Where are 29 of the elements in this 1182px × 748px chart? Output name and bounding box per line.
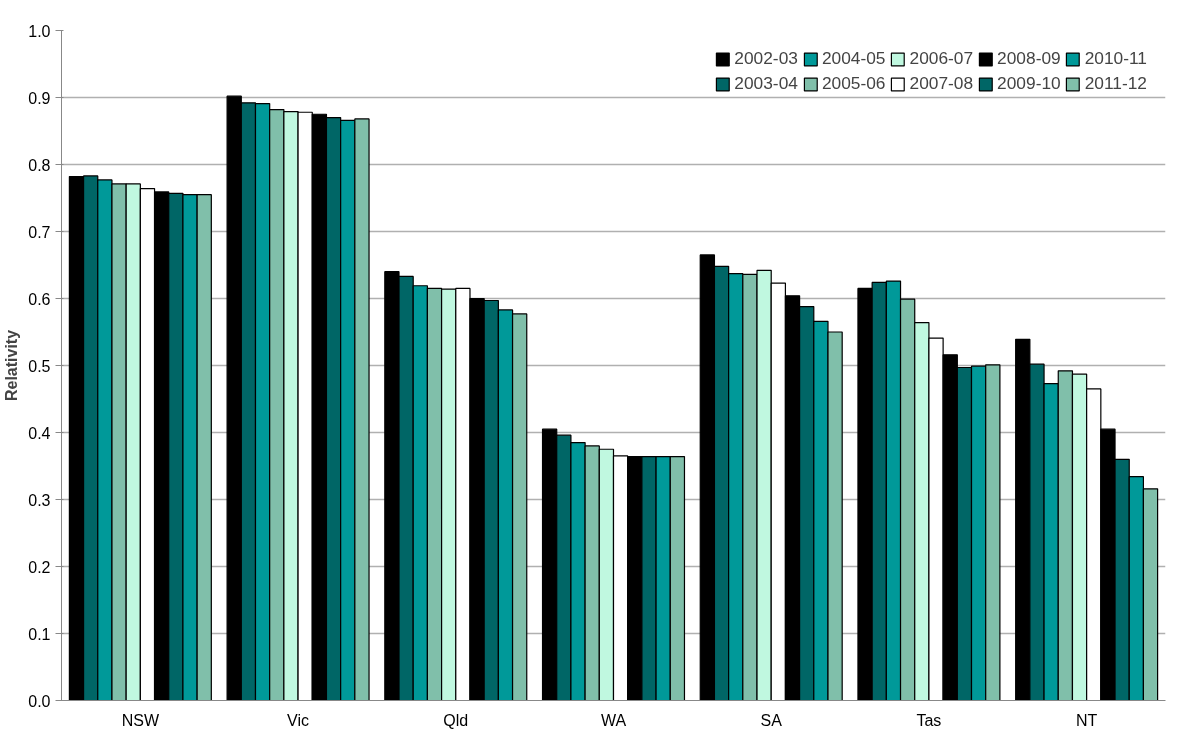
y-tick-label: 0.2: [28, 558, 51, 576]
x-tick-label: Qld: [443, 711, 469, 729]
legend-label: 2008-09: [997, 48, 1061, 69]
y-tick-label: 0.3: [28, 491, 51, 509]
y-tick-label: 0.9: [28, 89, 51, 107]
y-tick-label: 0.7: [28, 223, 51, 241]
legend-label: 2004-05: [821, 48, 886, 69]
x-tick-label: Tas: [916, 711, 942, 729]
legend-label: 2006-07: [909, 48, 974, 69]
y-tick-label: 0.0: [28, 692, 51, 710]
legend-label: 2010-11: [1084, 48, 1147, 69]
y-tick-label: 0.5: [28, 357, 51, 375]
y-tick-label: 0.8: [28, 156, 51, 174]
y-tick-label: 1.0: [28, 22, 51, 40]
legend-label: 2003-04: [734, 73, 798, 94]
x-tick-label: NT: [1075, 711, 1098, 729]
y-tick-label: 0.4: [28, 424, 51, 442]
legend-label: 2011-12: [1084, 73, 1147, 94]
x-tick-label: Vic: [287, 711, 310, 729]
y-tick-label: 0.1: [28, 625, 51, 643]
legend-label: 2005-06: [821, 73, 886, 94]
legend-label: 2002-03: [734, 48, 798, 69]
x-tick-label: SA: [760, 711, 783, 729]
legend-label: 2009-10: [997, 73, 1061, 94]
y-axis-title: Relativity: [3, 329, 21, 402]
x-tick-label: WA: [600, 711, 627, 729]
legend-label: 2007-08: [909, 73, 974, 94]
y-tick-label: 0.6: [28, 290, 51, 308]
x-tick-label: NSW: [121, 711, 160, 729]
